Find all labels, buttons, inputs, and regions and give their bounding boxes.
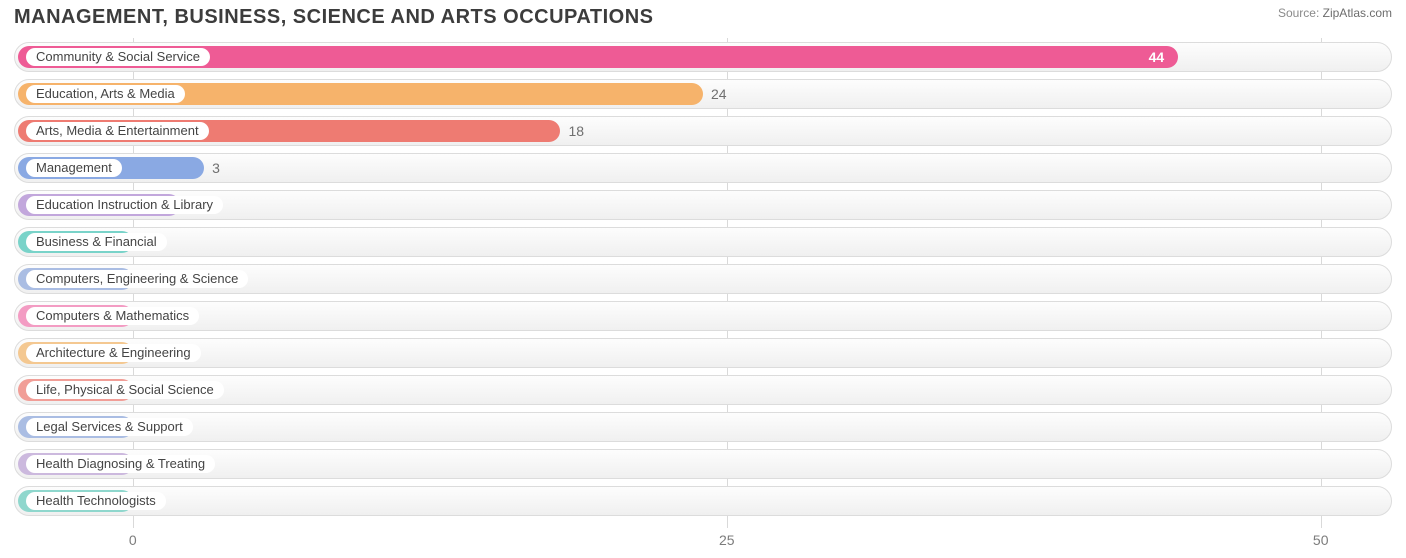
bar-track: [14, 449, 1392, 479]
header: MANAGEMENT, BUSINESS, SCIENCE AND ARTS O…: [0, 0, 1406, 29]
source-name: ZipAtlas.com: [1323, 6, 1392, 20]
plot-area: Community & Social Service 44 Education, A…: [14, 36, 1392, 528]
source-prefix: Source:: [1278, 6, 1323, 20]
bar-category-label: Computers, Engineering & Science: [26, 270, 248, 288]
bar-value-label: 18: [568, 116, 584, 146]
bar-category-label: Education, Arts & Media: [26, 85, 185, 103]
x-tick-label: 0: [129, 532, 137, 548]
bar-category-label: Computers & Mathematics: [26, 307, 199, 325]
bar-rows: Community & Social Service 44 Education, A…: [14, 42, 1392, 528]
bar-category-label: Education Instruction & Library: [26, 196, 223, 214]
bar-row: Arts, Media & Entertainment 18: [14, 116, 1392, 146]
bar-row: Health Technologists0: [14, 486, 1392, 516]
bar-category-label: Architecture & Engineering: [26, 344, 201, 362]
chart-container: MANAGEMENT, BUSINESS, SCIENCE AND ARTS O…: [0, 0, 1406, 558]
bar-category-label: Life, Physical & Social Science: [26, 381, 224, 399]
bar-track: [14, 486, 1392, 516]
bar-value-label: 44: [1149, 42, 1165, 72]
x-tick-label: 25: [719, 532, 735, 548]
bar-row: Community & Social Service 44: [14, 42, 1392, 72]
bar-row: Education Instruction & Library2: [14, 190, 1392, 220]
bar-category-label: Community & Social Service: [26, 48, 210, 66]
bar-category-label: Health Technologists: [26, 492, 166, 510]
bar-value-label: 3: [212, 153, 220, 183]
bar-track: [14, 301, 1392, 331]
x-axis-ticks: 0 25 50: [14, 532, 1392, 552]
bar-category-label: Health Diagnosing & Treating: [26, 455, 215, 473]
bar-row: Health Diagnosing & Treating0: [14, 449, 1392, 479]
bar-track: [14, 338, 1392, 368]
bar-category-label: Legal Services & Support: [26, 418, 193, 436]
bar-row: Computers, Engineering & Science0: [14, 264, 1392, 294]
bar-track: [14, 227, 1392, 257]
bar-row: Education, Arts & Media 24: [14, 79, 1392, 109]
bar-category-label: Arts, Media & Entertainment: [26, 122, 209, 140]
bar-row: Management 3: [14, 153, 1392, 183]
bar-row: Architecture & Engineering0: [14, 338, 1392, 368]
bar-row: Life, Physical & Social Science0: [14, 375, 1392, 405]
source-attribution: Source: ZipAtlas.com: [1278, 6, 1392, 20]
bar-row: Business & Financial0: [14, 227, 1392, 257]
bar-category-label: Business & Financial: [26, 233, 167, 251]
bar-value-label: 24: [711, 79, 727, 109]
bar-row: Legal Services & Support0: [14, 412, 1392, 442]
bar-track: [14, 412, 1392, 442]
x-tick-label: 50: [1313, 532, 1329, 548]
chart-title: MANAGEMENT, BUSINESS, SCIENCE AND ARTS O…: [14, 6, 653, 29]
bar-category-label: Management: [26, 159, 122, 177]
bar-row: Computers & Mathematics0: [14, 301, 1392, 331]
bar-track: [14, 153, 1392, 183]
